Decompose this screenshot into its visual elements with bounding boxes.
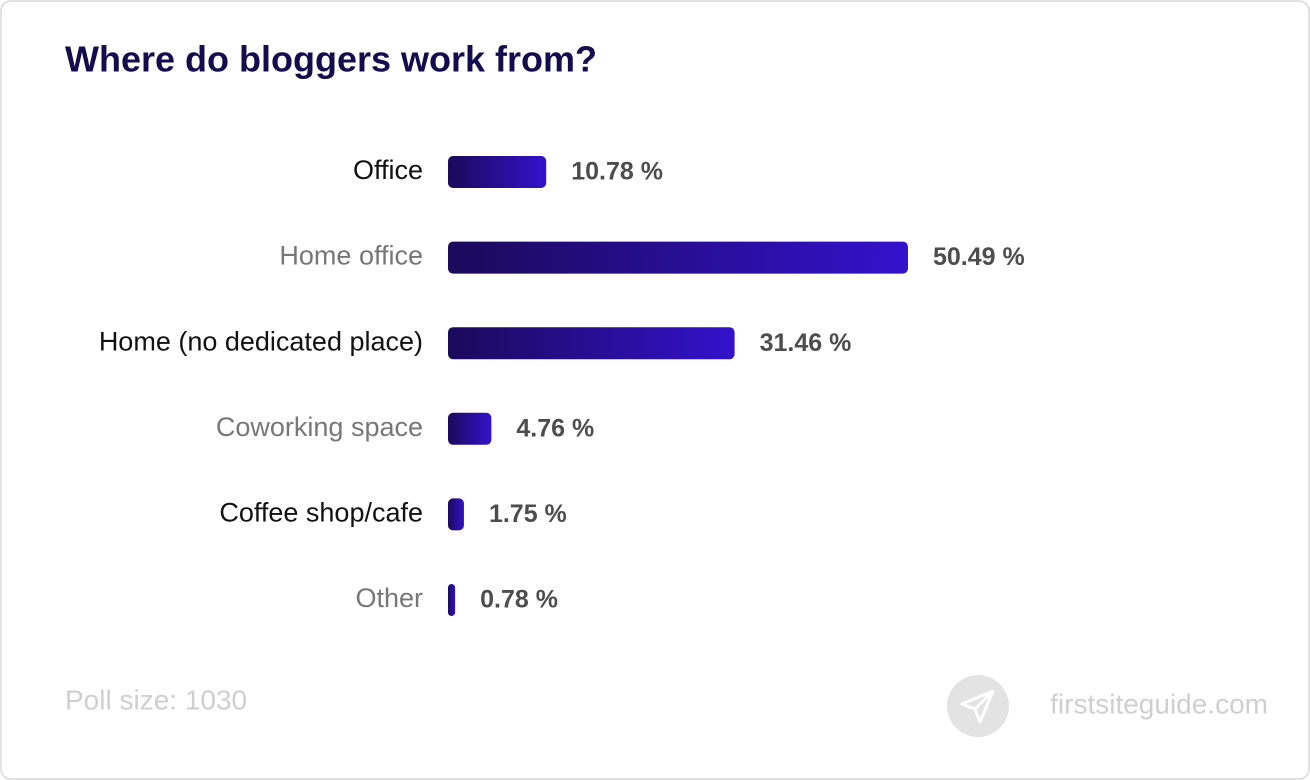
bar xyxy=(448,412,492,445)
bar xyxy=(448,498,464,531)
caption: Poll size: 1030 xyxy=(65,684,247,715)
value-label: 1.75 % xyxy=(489,500,567,528)
logo-icon xyxy=(947,675,1009,737)
value-label: 31.46 % xyxy=(760,329,852,357)
category-label: Office xyxy=(353,155,423,185)
value-label: 10.78 % xyxy=(571,158,663,186)
source: firstsiteguide.com xyxy=(1050,688,1268,719)
chart-title: Where do bloggers work from? xyxy=(65,39,597,80)
category-label: Other xyxy=(355,583,423,613)
bar xyxy=(448,327,735,360)
category-label: Coworking space xyxy=(216,412,423,442)
value-label: 4.76 % xyxy=(516,414,594,442)
category-label: Home (no dedicated place) xyxy=(99,326,423,356)
value-label: 0.78 % xyxy=(480,586,558,614)
category-label: Coffee shop/cafe xyxy=(219,498,423,528)
bar xyxy=(448,584,456,616)
value-label: 50.49 % xyxy=(933,243,1025,271)
category-label: Home office xyxy=(279,241,423,271)
bar xyxy=(448,241,908,274)
bar xyxy=(448,156,547,188)
